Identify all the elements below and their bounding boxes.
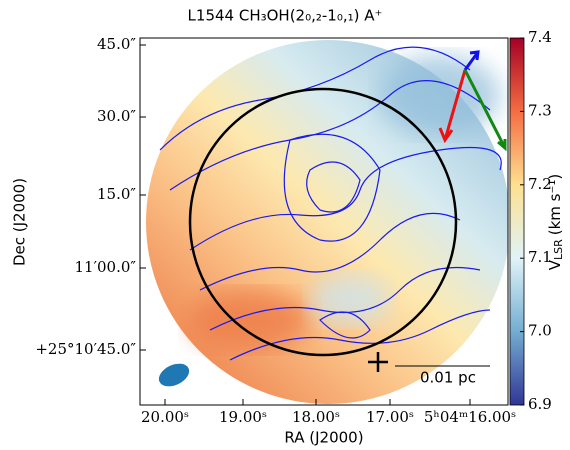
colorbar-tick-label: 7.0 bbox=[528, 322, 552, 340]
colorbar-tick-label: 7.4 bbox=[528, 28, 552, 46]
x-tick-label: 5ʰ04ᵐ16.00ˢ bbox=[424, 408, 516, 426]
y-axis-label: Dec (J2000) bbox=[11, 178, 29, 266]
x-tick-label: 20.00ˢ bbox=[141, 408, 189, 426]
colorbar-tick-label: 7.1 bbox=[528, 248, 552, 266]
y-tick-label: 11′00.0″ bbox=[75, 258, 137, 276]
colorbar-label: VLSR(km s⁻¹) bbox=[546, 174, 566, 271]
x-axis-label: RA (J2000) bbox=[284, 429, 363, 447]
x-tick-label: 17.00ˢ bbox=[366, 408, 414, 426]
colorbar-tick-label: 7.3 bbox=[528, 101, 552, 119]
y-tick-label: 45.0″ bbox=[97, 35, 136, 53]
colorbar-tick-label: 7.2 bbox=[528, 175, 552, 193]
y-tick-label: +25°10′45.0″ bbox=[35, 340, 136, 358]
colorbar-tick-label: 6.9 bbox=[528, 395, 552, 413]
chart-title: L1544 CH₃OH(2₀,₂-1₀,₁) A⁺ bbox=[188, 7, 383, 25]
scalebar-label: 0.01 pc bbox=[420, 369, 476, 387]
x-tick-label: 18.00ˢ bbox=[292, 408, 340, 426]
x-tick-label: 19.00ˢ bbox=[219, 408, 267, 426]
velocity-map bbox=[146, 40, 508, 404]
y-tick-label: 30.0″ bbox=[97, 107, 136, 125]
y-tick-label: 15.0″ bbox=[97, 185, 136, 203]
